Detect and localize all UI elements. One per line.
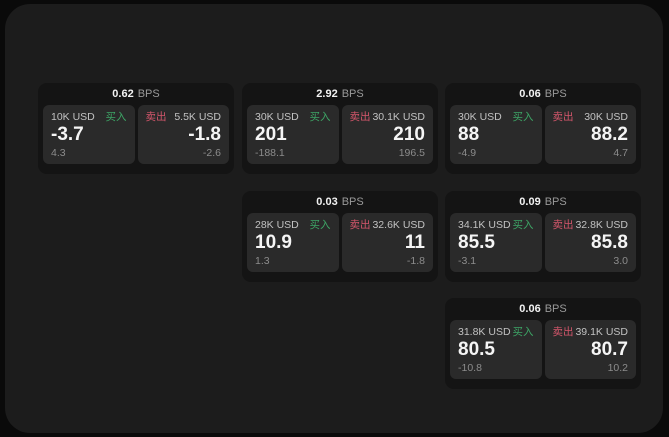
buy-sub-value: -10.8: [458, 362, 482, 374]
spread-value: 0.06: [519, 88, 541, 100]
sell-quote-panel[interactable]: 卖出 5.5K USD -1.8 -2.6: [137, 105, 229, 164]
sell-amount: 39.1K USD: [575, 326, 628, 338]
sell-value: 85.8: [591, 232, 628, 253]
buy-value: 201: [255, 124, 287, 145]
buy-label: 买入: [309, 111, 331, 123]
spread-value: 0.62: [112, 88, 134, 100]
buy-quote-panel[interactable]: 34.1K USD 买入 85.5 -3.1: [450, 213, 542, 272]
sell-quote-panel[interactable]: 卖出 32.6K USD 11 -1.8: [341, 213, 433, 272]
buy-amount: 28K USD: [255, 219, 299, 231]
sell-sub-value: 196.5: [398, 147, 425, 159]
buy-label: 买入: [512, 326, 534, 338]
spread-header: 2.92 BPS: [242, 83, 438, 105]
buy-label: 买入: [309, 219, 331, 231]
buy-quote-panel[interactable]: 30K USD 买入 88 -4.9: [450, 105, 542, 164]
spread-header: 0.06 BPS: [445, 298, 641, 320]
spread-unit: BPS: [544, 303, 567, 315]
sell-label: 卖出: [552, 111, 574, 123]
buy-amount: 31.8K USD: [458, 326, 511, 338]
buy-value: 80.5: [458, 339, 495, 360]
buy-sub-value: 1.3: [255, 255, 270, 267]
spread-value: 0.03: [316, 196, 338, 208]
buy-value: 10.9: [255, 232, 292, 253]
sell-quote-panel[interactable]: 卖出 32.8K USD 85.8 3.0: [544, 213, 636, 272]
buy-label: 买入: [512, 219, 534, 231]
sell-label: 卖出: [349, 219, 371, 231]
quote-card: 0.06 BPS 31.8K USD 买入 80.5 -10.8 卖出 39.1…: [445, 298, 641, 389]
sell-amount: 30K USD: [584, 111, 628, 123]
sell-amount: 32.8K USD: [575, 219, 628, 231]
buy-sub-value: -3.1: [458, 255, 477, 267]
spread-header: 0.03 BPS: [242, 191, 438, 213]
sell-quote-panel[interactable]: 卖出 30.1K USD 210 196.5: [341, 105, 433, 164]
spread-value: 0.09: [519, 196, 541, 208]
spread-unit: BPS: [544, 88, 567, 100]
sell-label: 卖出: [145, 111, 167, 123]
buy-quote-panel[interactable]: 10K USD 买入 -3.7 4.3: [43, 105, 135, 164]
sell-value: 80.7: [591, 339, 628, 360]
sell-amount: 32.6K USD: [372, 219, 425, 231]
spread-header: 0.62 BPS: [38, 83, 234, 105]
spread-value: 2.92: [316, 88, 338, 100]
buy-sub-value: -188.1: [255, 147, 285, 159]
sell-label: 卖出: [552, 219, 574, 231]
buy-label: 买入: [105, 111, 127, 123]
sell-quote-panel[interactable]: 卖出 30K USD 88.2 4.7: [544, 105, 636, 164]
sell-sub-value: -1.8: [406, 255, 425, 267]
sell-label: 卖出: [552, 326, 574, 338]
spread-header: 0.09 BPS: [445, 191, 641, 213]
sell-quote-panel[interactable]: 卖出 39.1K USD 80.7 10.2: [544, 320, 636, 379]
quote-card: 0.09 BPS 34.1K USD 买入 85.5 -3.1 卖出 32.8K…: [445, 191, 641, 282]
quote-card: 0.03 BPS 28K USD 买入 10.9 1.3 卖出 32.6K US…: [242, 191, 438, 282]
buy-sub-value: -4.9: [458, 147, 477, 159]
buy-amount: 10K USD: [51, 111, 95, 123]
sell-value: -1.8: [188, 124, 221, 145]
spread-value: 0.06: [519, 303, 541, 315]
sell-amount: 5.5K USD: [174, 111, 221, 123]
spread-header: 0.06 BPS: [445, 83, 641, 105]
sell-sub-value: -2.6: [202, 147, 221, 159]
sell-sub-value: 10.2: [607, 362, 628, 374]
buy-sub-value: 4.3: [51, 147, 66, 159]
buy-amount: 30K USD: [255, 111, 299, 123]
sell-label: 卖出: [349, 111, 371, 123]
spread-unit: BPS: [137, 88, 160, 100]
sell-value: 210: [393, 124, 425, 145]
buy-quote-panel[interactable]: 30K USD 买入 201 -188.1: [247, 105, 339, 164]
quote-card: 0.06 BPS 30K USD 买入 88 -4.9 卖出 30K USD 8…: [445, 83, 641, 174]
quote-card: 0.62 BPS 10K USD 买入 -3.7 4.3 卖出 5.5K USD…: [38, 83, 234, 174]
buy-value: 88: [458, 124, 480, 145]
buy-quote-panel[interactable]: 28K USD 买入 10.9 1.3: [247, 213, 339, 272]
spread-unit: BPS: [544, 196, 567, 208]
sell-value: 88.2: [591, 124, 628, 145]
buy-quote-panel[interactable]: 31.8K USD 买入 80.5 -10.8: [450, 320, 542, 379]
spread-unit: BPS: [341, 88, 364, 100]
sell-amount: 30.1K USD: [372, 111, 425, 123]
buy-value: 85.5: [458, 232, 495, 253]
sell-sub-value: 3.0: [613, 255, 628, 267]
quote-board-surface: 0.62 BPS 10K USD 买入 -3.7 4.3 卖出 5.5K USD…: [5, 4, 663, 433]
sell-value: 11: [404, 232, 425, 253]
sell-sub-value: 4.7: [613, 147, 628, 159]
buy-label: 买入: [512, 111, 534, 123]
buy-value: -3.7: [51, 124, 84, 145]
quote-card: 2.92 BPS 30K USD 买入 201 -188.1 卖出 30.1K …: [242, 83, 438, 174]
buy-amount: 34.1K USD: [458, 219, 511, 231]
spread-unit: BPS: [341, 196, 364, 208]
buy-amount: 30K USD: [458, 111, 502, 123]
